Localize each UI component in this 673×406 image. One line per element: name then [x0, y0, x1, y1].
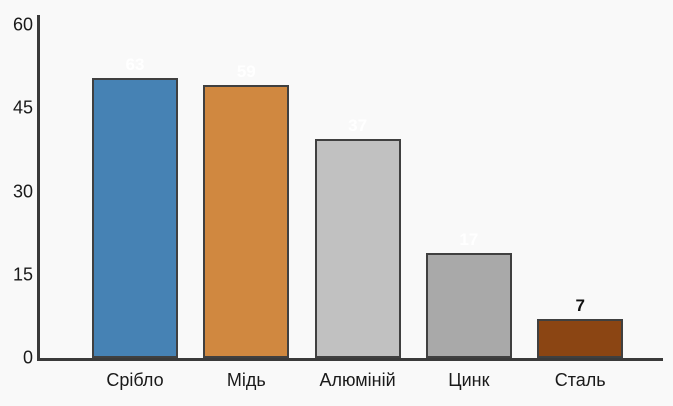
bar [203, 84, 290, 358]
bar [314, 139, 401, 358]
x-axis-label: Сталь [554, 370, 606, 390]
y-tick-label: 30 [12, 181, 33, 201]
bar [92, 78, 178, 358]
x-axis-label: Срібло [106, 370, 164, 390]
bar [537, 319, 624, 358]
x-axis-label: Алюміній [319, 370, 396, 390]
bar-value-label: 7 [575, 296, 585, 316]
y-tick-label: 15 [12, 264, 33, 285]
y-tick-label: 45 [12, 97, 33, 118]
bar-value-label: 37 [348, 116, 368, 136]
x-axis-line [37, 358, 663, 361]
x-axis-label: Мідь [226, 370, 266, 390]
x-axis-label: Цинк [448, 370, 490, 390]
bar-value-label: 17 [459, 230, 479, 250]
bar-value-label: 59 [236, 61, 256, 81]
y-axis-line [37, 15, 40, 361]
bar [425, 253, 512, 358]
y-tick-label: 0 [22, 347, 33, 368]
bar-value-label: 63 [125, 55, 145, 75]
y-tick-label: 60 [12, 14, 33, 35]
